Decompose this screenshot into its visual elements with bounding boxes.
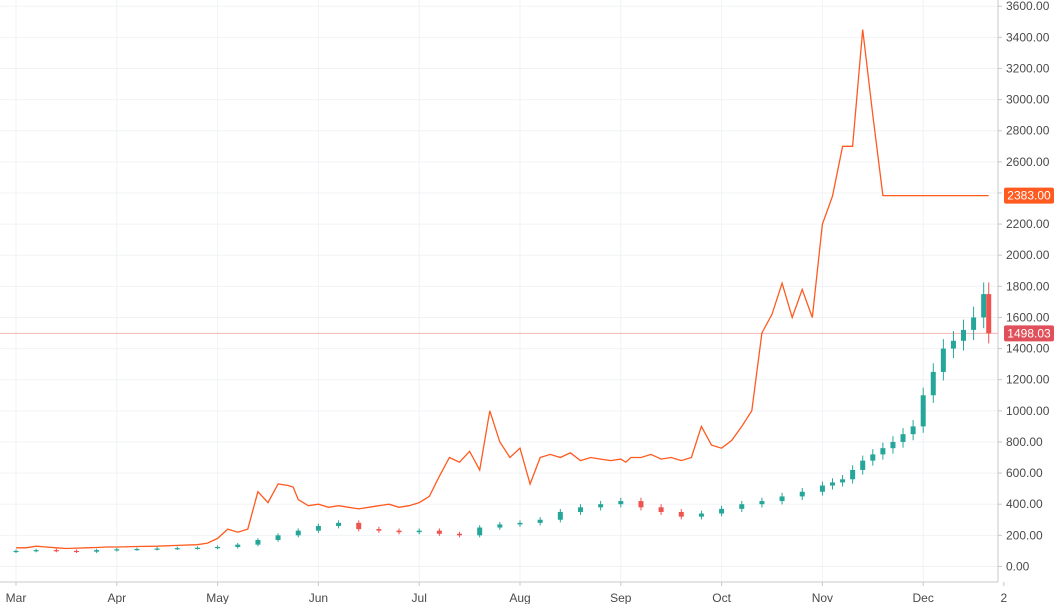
candle-body — [557, 511, 563, 520]
candle-body — [779, 496, 785, 502]
candle-body — [336, 522, 342, 526]
candlestick-series — [13, 282, 992, 554]
candle-body — [497, 524, 503, 528]
candle-body — [537, 519, 543, 523]
candle-body — [638, 501, 644, 508]
candle-body — [134, 549, 140, 551]
candle-body — [940, 348, 946, 372]
candle-body — [174, 548, 180, 550]
price-axis-background[interactable] — [998, 0, 1062, 582]
candle-body — [618, 501, 624, 505]
candle-body — [356, 522, 362, 530]
time-axis-background[interactable] — [0, 582, 1062, 604]
price-axis-tick-label: 0.00 — [1006, 559, 1030, 573]
candle-body — [930, 371, 936, 396]
price-axis-tick-label: 1200.00 — [1006, 373, 1050, 387]
time-axis-tick-label: Aug — [509, 591, 530, 604]
candle-body — [850, 469, 856, 480]
candle-body — [33, 550, 39, 552]
candle-body — [154, 548, 160, 550]
candle-body — [986, 294, 992, 334]
price-axis-tick-label: 800.00 — [1006, 435, 1043, 449]
candle-body — [739, 504, 745, 509]
price-axis-tick-label: 1400.00 — [1006, 342, 1050, 356]
candle-body — [719, 508, 725, 514]
time-axis-tick-label: Dec — [913, 591, 934, 604]
time-axis-tick-label: Oct — [712, 591, 731, 604]
time-axis-tick-label: Jul — [412, 591, 427, 604]
candle-body — [819, 485, 825, 492]
last-candle-value-label: 1498.03 — [1007, 326, 1051, 340]
candle-body — [698, 513, 704, 517]
price-axis-tick-label: 1000.00 — [1006, 404, 1050, 418]
time-axis-ticks: Mar Apr May Jun Jul Aug Sep Oct Nov Dec 2 — [6, 582, 1007, 604]
candle-body — [840, 479, 846, 483]
price-axis-tick-label: 2800.00 — [1006, 124, 1050, 138]
candle-body — [114, 549, 120, 551]
time-axis-tick-label: Sep — [610, 591, 632, 604]
candle-body — [598, 504, 604, 508]
time-axis-tick-label: Mar — [6, 591, 27, 604]
price-axis-tick-label: 3200.00 — [1006, 61, 1050, 75]
candle-body — [255, 539, 261, 545]
candle-body — [971, 317, 977, 330]
candle-body — [315, 525, 321, 531]
candle-body — [477, 527, 483, 536]
price-axis-tick-label: 2600.00 — [1006, 155, 1050, 169]
candle-body — [981, 294, 987, 318]
price-axis-tick-label: 2200.00 — [1006, 217, 1050, 231]
candle-body — [961, 329, 967, 341]
candle-body — [860, 460, 866, 470]
candle-body — [759, 501, 765, 505]
candle-body — [235, 544, 241, 547]
candle-body — [799, 491, 805, 497]
candle-body — [577, 507, 583, 512]
candle-body — [900, 434, 906, 442]
candle-body — [436, 530, 442, 534]
last-candle-value-badge: 1498.03 — [1004, 325, 1054, 342]
candle-body — [870, 454, 876, 461]
candle-body — [53, 550, 59, 552]
time-axis-tick-label: 2 — [1000, 591, 1007, 604]
price-axis-tick-label: 1800.00 — [1006, 279, 1050, 293]
chart-grid — [0, 0, 1005, 582]
last-line-value-label: 2383.00 — [1007, 189, 1051, 203]
candle-body — [658, 507, 664, 512]
candle-body — [678, 511, 684, 517]
candle-body — [910, 426, 916, 435]
comparison-line-series — [16, 29, 989, 550]
price-axis-tick-label: 600.00 — [1006, 466, 1043, 480]
candle-body — [295, 530, 301, 536]
price-axis-tick-label: 400.00 — [1006, 497, 1043, 511]
candle-body — [376, 529, 382, 531]
candle-body — [13, 550, 19, 553]
price-axis-tick-label: 2000.00 — [1006, 248, 1050, 262]
price-axis-tick-label: 1600.00 — [1006, 310, 1050, 324]
price-axis-ticks: 3600.00 3400.00 3200.00 3000.00 2800.00 2600.… — [998, 0, 1050, 573]
candle-body — [194, 547, 200, 549]
price-axis-tick-label: 3000.00 — [1006, 93, 1050, 107]
candle-body — [880, 448, 886, 455]
candle-body — [920, 395, 926, 427]
time-axis-tick-label: May — [206, 591, 229, 604]
candle-body — [73, 550, 79, 553]
price-axis-tick-label: 200.00 — [1006, 528, 1043, 542]
candle-body — [517, 522, 523, 525]
time-axis-tick-label: Apr — [107, 591, 126, 604]
time-axis-tick-label: Nov — [812, 591, 833, 604]
candle-body — [457, 533, 463, 536]
candle-body — [829, 482, 835, 486]
candle-body — [94, 550, 100, 552]
candle-body — [215, 546, 221, 549]
candle-body — [416, 530, 422, 533]
last-line-value-badge: 2383.00 — [1004, 187, 1054, 204]
candle-body — [890, 441, 896, 449]
time-axis-tick-label: Jun — [309, 591, 328, 604]
price-axis-tick-label: 3600.00 — [1006, 0, 1050, 13]
candle-body — [275, 535, 281, 540]
candle-body — [950, 340, 956, 349]
price-axis-tick-label: 3400.00 — [1006, 30, 1050, 44]
candle-body — [396, 530, 402, 533]
